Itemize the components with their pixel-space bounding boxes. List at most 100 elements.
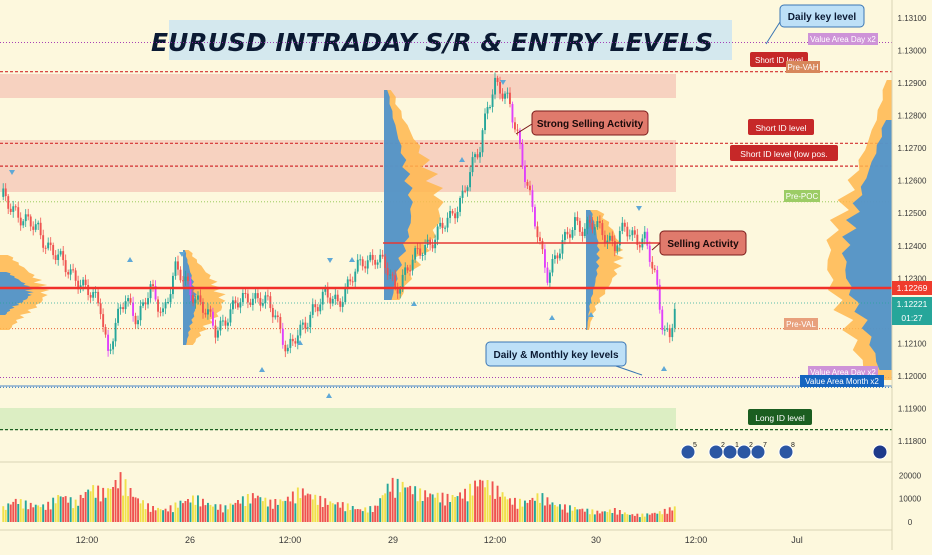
candle [514,122,516,130]
candle [666,328,669,330]
volume-bar [79,494,82,522]
candle [486,107,489,114]
candle [544,249,546,268]
volume-bar [69,497,72,522]
candle [271,308,274,318]
candle [416,248,419,250]
volume-bar [107,488,109,522]
volume-bar [167,511,169,522]
volume-bar [89,491,92,522]
volume-bar [306,493,309,522]
candle [2,188,5,197]
time-tick-label: 30 [591,535,601,545]
candle [376,262,379,265]
time-tick-label: Jul [791,535,803,545]
event-badge-icon[interactable] [778,444,794,460]
callout-selling-box [659,230,747,256]
candle [172,275,174,295]
candle [59,251,62,255]
volume-bar [636,513,639,522]
candle [14,206,17,208]
volume-bar [234,502,237,522]
volume-bar [104,497,107,522]
volume-bar [673,506,676,522]
event-badges[interactable]: 5 2 1 2 7 8 [680,442,888,460]
candle [598,221,601,223]
volume-bar [356,509,359,522]
candle [64,260,67,273]
volume-bar [633,515,636,522]
candle [401,274,404,289]
candle [276,315,279,317]
volume-bar [82,498,85,522]
volume-bar [401,481,404,522]
event-badge-icon[interactable] [750,444,766,460]
candle [454,213,456,219]
candle [574,217,576,230]
volume-bar [24,500,27,522]
fractal-marker [327,258,333,263]
candle [511,104,514,123]
volume-bar [416,501,419,522]
candles [2,72,676,398]
candle [114,322,117,342]
candle [583,228,586,236]
callout-selling-text: Selling Activity [667,239,739,250]
volume-bar [149,511,152,522]
volume-bar [541,493,544,522]
volume-bar [394,497,397,522]
candle [74,270,77,281]
candle [124,301,127,310]
candle [149,284,152,299]
short-id-label-2: Short ID level [755,123,806,133]
volume-bar [409,485,412,522]
volume-bar [359,509,362,522]
candle [439,222,442,227]
candle [117,308,119,323]
candle [92,292,95,298]
candle [204,312,207,315]
event-badge-icon[interactable] [872,444,888,460]
volume-bar [169,505,172,522]
candle [384,256,387,268]
fractal-marker [326,393,332,398]
volume-bar [608,509,611,522]
candle [469,172,471,188]
candle [241,293,244,303]
time-tick-label: 26 [185,535,195,545]
candle [199,295,202,302]
candle [638,245,641,248]
candle [424,244,427,255]
volume-bar [386,483,389,522]
volume-bar [509,498,511,522]
volume-bar [139,503,142,522]
long-id-tag [748,409,812,425]
fractal-marker [297,340,303,345]
event-badge-icon[interactable] [680,444,696,460]
candle [481,130,484,153]
volume-profile [0,272,34,315]
candle [22,221,25,226]
time-axis[interactable]: 12:00 26 12:00 29 12:00 30 12:00 Jul [0,529,892,545]
volume-bar [564,504,566,522]
callout-strong-selling-box [531,110,649,136]
volume-profile [586,210,600,330]
volume-bar [421,501,424,522]
volume-bar [192,495,194,522]
volume-tick-label: 10000 [899,495,922,504]
price-axis[interactable]: 1.13100 1.13000 1.12900 1.12800 1.12700 1.126… [891,0,932,550]
candle [444,227,446,229]
candle [144,302,147,305]
candle [611,235,614,241]
candle [224,320,227,326]
candle [301,322,304,325]
pre-val-label: Pre-VAL [786,320,816,329]
candle [536,226,539,238]
candle [564,231,566,241]
candle [104,327,107,335]
volume-bar [184,501,187,522]
volume-bar [324,498,327,522]
volume-bar [174,502,177,522]
